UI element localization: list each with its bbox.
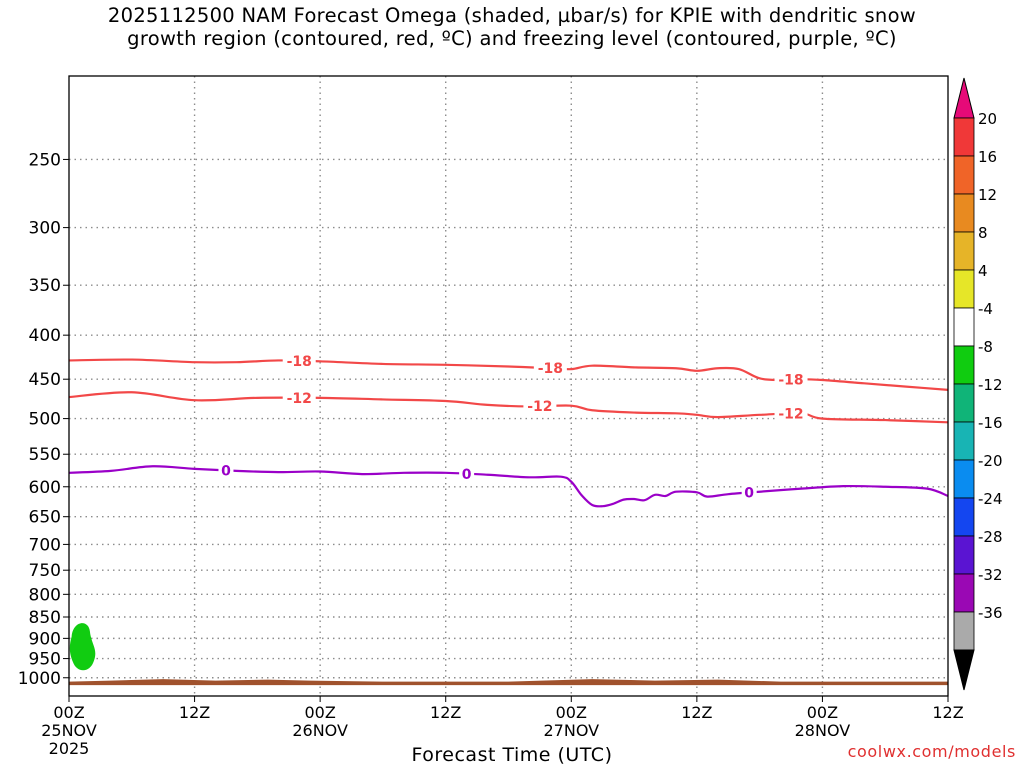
colorbar-label-4: 4 (978, 262, 988, 280)
colorbar-segment-8 (953, 421, 975, 461)
x-tick-label-48-0: 00Z (556, 703, 587, 722)
plot-border (68, 75, 949, 697)
colorbar-label-13: -36 (978, 604, 1003, 622)
plot-area (69, 76, 948, 696)
colorbar-segment-3 (953, 231, 975, 271)
credit-text: coolwx.com/models (847, 742, 1016, 761)
ground-surface (69, 679, 948, 686)
y-tick-label-650: 650 (29, 508, 61, 528)
x-tick-label-36-0: 12Z (430, 703, 461, 722)
colorbar-label-2: 12 (978, 186, 997, 204)
y-tick-label-850: 850 (29, 608, 61, 628)
colorbar-label-12: -32 (978, 566, 1003, 584)
colorbar-label-1: 16 (978, 148, 997, 166)
contour-label-0-2: 0 (744, 486, 754, 502)
x-axis-title: Forecast Time (UTC) (411, 744, 613, 766)
y-tick-label-900: 900 (29, 629, 61, 649)
colorbar-top-arrow (953, 77, 975, 119)
colorbar-bottom-arrow (953, 649, 975, 691)
contour-label-bg--12-0 (282, 389, 316, 406)
y-tick-label-950: 950 (29, 650, 61, 670)
x-tick-label-84-0: 12Z (932, 703, 963, 722)
omega-shaded-region (69, 623, 96, 671)
colorbar-segment-2 (953, 193, 975, 233)
chart-title-line-1: 2025112500 NAM Forecast Omega (shaded, µ… (107, 4, 917, 27)
colorbar-label-11: -28 (978, 528, 1003, 546)
colorbar-segment-4 (953, 269, 975, 309)
y-axis: 2503003504004505005506006507007508008509… (18, 150, 69, 689)
colorbar-segment-5 (953, 307, 975, 347)
colorbar-label-7: -12 (978, 376, 1003, 394)
colorbar-segment-0 (953, 117, 975, 157)
colorbar-label-3: 8 (978, 224, 988, 242)
chart-title: 2025112500 NAM Forecast Omega (shaded, µ… (0, 4, 1024, 50)
contour-label--18-2: -18 (778, 373, 803, 389)
x-tick-label-0-0: 00Z (53, 703, 84, 722)
colorbar-label-0: 20 (978, 110, 997, 128)
plot-background (69, 76, 948, 696)
contour-label-bg-0-2 (741, 484, 757, 501)
colorbar-label-6: -8 (978, 338, 993, 356)
contour-label--18-1: -18 (538, 361, 563, 377)
x-tick-label-24-1: 26NOV (292, 721, 348, 740)
contour-label-bg--18-0 (282, 352, 316, 369)
x-tick-label-0-2: 2025 (49, 739, 90, 758)
colorbar: 20 16 12 8 4 -4 -8 -12 -16 -20 -24 -28 -32 -36 (953, 77, 1003, 691)
y-tick-label-300: 300 (29, 219, 61, 239)
contour-label-bg--12-2 (774, 405, 808, 422)
contour-label-bg-0-0 (218, 462, 234, 479)
x-tick-label-72-1: 28NOV (795, 721, 851, 740)
colorbar-segment-9 (953, 459, 975, 499)
colorbar-label-10: -24 (978, 490, 1003, 508)
chart-title-line-2: growth region (contoured, red, ºC) and f… (127, 27, 897, 50)
y-tick-label-750: 750 (29, 561, 61, 581)
colorbar-segment-11 (953, 535, 975, 575)
contour-label-0-0: 0 (221, 463, 231, 479)
contour-label-bg--18-1 (533, 360, 567, 377)
contour-label--18-0: -18 (287, 354, 312, 370)
colorbar-label-5: -4 (978, 300, 993, 318)
y-tick-label-800: 800 (29, 585, 61, 605)
colorbar-segment-6 (953, 345, 975, 385)
x-tick-label-72-0: 00Z (807, 703, 838, 722)
ground-layer (69, 679, 948, 686)
colorbar-segment-13 (953, 611, 975, 651)
contour-label-0-1: 0 (462, 467, 472, 483)
y-tick-label-500: 500 (29, 410, 61, 430)
omega-shading (69, 623, 96, 671)
y-tick-label-550: 550 (29, 445, 61, 465)
contour-label-bg-0-1 (459, 465, 475, 482)
y-tick-label-1000: 1000 (18, 669, 61, 689)
y-tick-label-450: 450 (29, 370, 61, 390)
contour-label-bg--12-1 (523, 398, 557, 415)
colorbar-label-8: -16 (978, 414, 1003, 432)
colorbar-segment-12 (953, 573, 975, 613)
x-tick-label-48-1: 27NOV (543, 721, 599, 740)
contour-label-bg--18-2 (774, 371, 808, 388)
y-tick-label-400: 400 (29, 326, 61, 346)
contour-label--12-2: -12 (778, 407, 803, 423)
x-tick-label-0-1: 25NOV (41, 721, 97, 740)
x-tick-label-24-0: 00Z (304, 703, 335, 722)
plot-frame (68, 75, 949, 697)
contour-label--12-0: -12 (287, 391, 312, 407)
x-tick-label-12-0: 12Z (179, 703, 210, 722)
colorbar-segment-10 (953, 497, 975, 537)
x-tick-label-60-0: 12Z (681, 703, 712, 722)
y-tick-label-600: 600 (29, 478, 61, 498)
colorbar-segment-1 (953, 155, 975, 195)
y-tick-label-250: 250 (29, 150, 61, 170)
colorbar-segment-7 (953, 383, 975, 423)
contour-labels: -18 -18 -18 -12 -12 -12 0 0 0 (218, 352, 808, 502)
y-tick-label-700: 700 (29, 535, 61, 555)
y-tick-label-350: 350 (29, 276, 61, 296)
colorbar-label-9: -20 (978, 452, 1003, 470)
contour-label--12-1: -12 (527, 399, 552, 415)
